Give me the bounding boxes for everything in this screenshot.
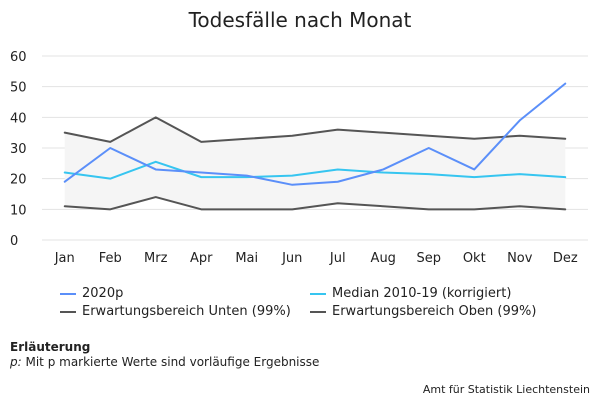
y-tick-label: 50 bbox=[10, 81, 27, 96]
x-tick-label: Nov bbox=[507, 251, 533, 266]
y-tick-label: 40 bbox=[10, 111, 27, 126]
note-marker: p: bbox=[10, 355, 22, 369]
series-line bbox=[63, 196, 567, 211]
x-tick-label: Apr bbox=[190, 251, 213, 266]
y-tick-label: 0 bbox=[10, 234, 18, 249]
x-tick-label: Jul bbox=[329, 251, 346, 266]
legend-label-median: Median 2010-19 (korrigiert) bbox=[332, 286, 512, 301]
series-line bbox=[63, 82, 567, 186]
x-tick-label: Aug bbox=[371, 251, 396, 266]
x-tick-label: Feb bbox=[99, 251, 122, 266]
legend-item-lower[interactable]: Erwartungsbereich Unten (99%) bbox=[60, 304, 291, 319]
legend-swatch-median bbox=[310, 292, 326, 295]
y-tick-label: 10 bbox=[10, 203, 27, 218]
x-tick-label: Jan bbox=[54, 251, 75, 266]
y-tick-label: 30 bbox=[10, 142, 27, 157]
y-tick-label: 60 bbox=[10, 50, 27, 65]
chart-title: Todesfälle nach Monat bbox=[188, 8, 412, 32]
legend-label-lower: Erwartungsbereich Unten (99%) bbox=[82, 304, 291, 319]
legend-item-2020p[interactable]: 2020p bbox=[60, 286, 123, 301]
expected-range-band bbox=[64, 117, 566, 210]
legend-swatch-upper bbox=[310, 310, 326, 313]
legend-swatch-lower bbox=[60, 310, 76, 313]
y-tick-label: 20 bbox=[10, 173, 27, 188]
x-tick-label: Sep bbox=[416, 251, 441, 266]
x-tick-label: Jun bbox=[281, 251, 302, 266]
legend-swatch-2020p bbox=[60, 292, 76, 295]
legend-item-upper[interactable]: Erwartungsbereich Oben (99%) bbox=[310, 304, 536, 319]
legend-item-median[interactable]: Median 2010-19 (korrigiert) bbox=[310, 286, 511, 301]
note-body: Mit p markierte Werte sind vorläufige Er… bbox=[21, 355, 320, 369]
x-tick-label: Mai bbox=[235, 251, 258, 266]
series-line bbox=[63, 116, 567, 143]
note-title: Erläuterung bbox=[10, 340, 91, 354]
x-tick-label: Mrz bbox=[144, 251, 168, 266]
x-tick-label: Dez bbox=[553, 251, 578, 266]
x-tick-label: Okt bbox=[463, 251, 486, 266]
legend-label-2020p: 2020p bbox=[82, 286, 124, 301]
series-line bbox=[63, 160, 567, 180]
note-text: p: Mit p markierte Werte sind vorläufige… bbox=[10, 355, 319, 369]
source-credit: Amt für Statistik Liechtenstein bbox=[422, 383, 590, 396]
legend-label-upper: Erwartungsbereich Oben (99%) bbox=[332, 304, 537, 319]
